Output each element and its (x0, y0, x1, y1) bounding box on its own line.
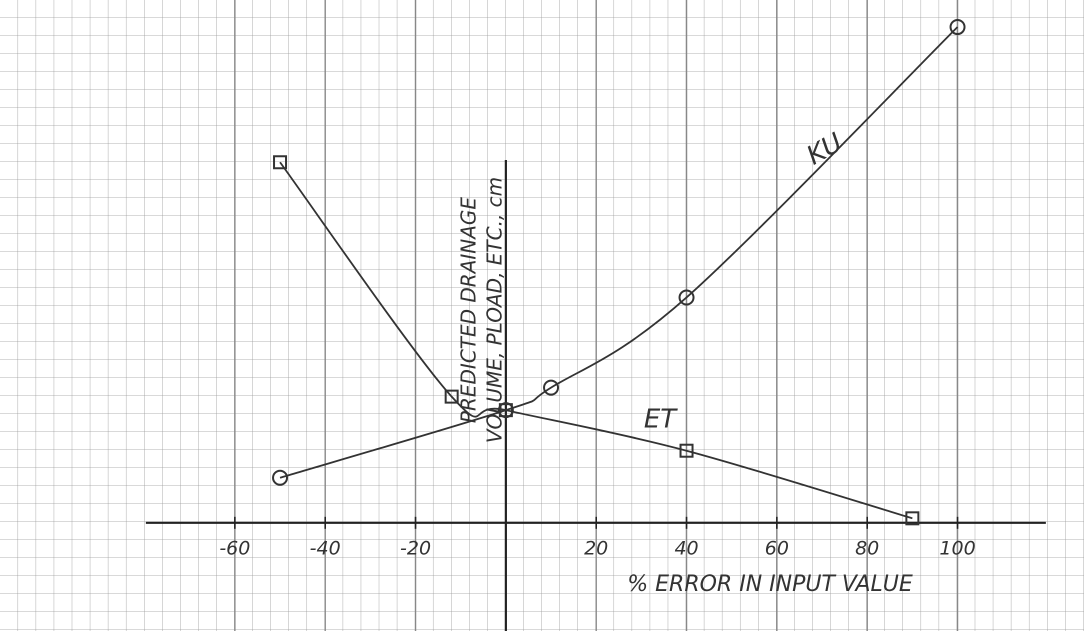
x-axis-label: % ERROR IN INPUT VALUE (627, 572, 913, 597)
x-tick-label: 40 (674, 537, 698, 559)
series-label: ET (644, 405, 678, 435)
x-tick-label: 80 (855, 537, 879, 559)
chart: -60 -40 -20 20 40 60 80 100 % ERROR IN INPUT VAL… (0, 0, 1084, 631)
graph-paper (0, 0, 1084, 631)
page: -60 -40 -20 20 40 60 80 100 % ERROR IN INPUT VAL… (0, 0, 1084, 631)
y-axis-label: PREDICTED DRAINAGE (457, 197, 481, 423)
x-tick-label: 20 (584, 537, 608, 559)
x-tick-label: 60 (765, 537, 789, 559)
x-tick-label: 100 (939, 537, 975, 559)
x-tick-label: -40 (310, 537, 341, 559)
x-tick-label: -20 (400, 537, 431, 559)
x-tick-label: -60 (219, 537, 250, 559)
